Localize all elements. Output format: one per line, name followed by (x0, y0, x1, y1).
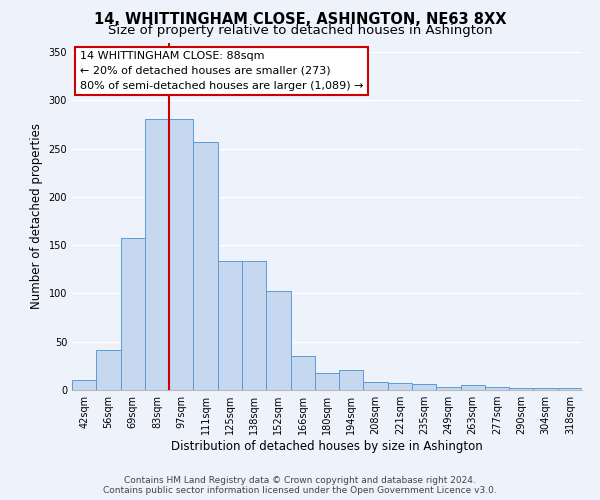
Bar (169, 119, 193, 390)
Bar (412, 384, 436, 390)
Bar (315, 372, 339, 390)
Text: Contains HM Land Registry data © Crown copyright and database right 2024.: Contains HM Land Registry data © Crown c… (124, 476, 476, 485)
Bar (242, 260, 266, 390)
Text: 14 WHITTINGHAM CLOSE: 88sqm
← 20% of detached houses are smaller (273)
80% of se: 14 WHITTINGHAM CLOSE: 88sqm ← 20% of det… (80, 51, 363, 91)
Bar (290, 356, 315, 390)
Bar (339, 370, 364, 390)
Bar (533, 388, 558, 390)
Bar (485, 387, 509, 390)
Bar (436, 387, 461, 390)
X-axis label: Distribution of detached houses by size in Ashington: Distribution of detached houses by size … (171, 440, 483, 453)
Bar (558, 388, 582, 390)
Bar (388, 383, 412, 390)
Bar (193, 142, 218, 390)
Bar (121, 238, 145, 390)
Bar (96, 350, 121, 390)
Bar (145, 119, 169, 390)
Bar (72, 380, 96, 390)
Text: Contains public sector information licensed under the Open Government Licence v3: Contains public sector information licen… (103, 486, 497, 495)
Bar (509, 388, 533, 390)
Bar (266, 290, 290, 390)
Bar (218, 260, 242, 390)
Bar (364, 382, 388, 390)
Text: Size of property relative to detached houses in Ashington: Size of property relative to detached ho… (107, 24, 493, 37)
Y-axis label: Number of detached properties: Number of detached properties (30, 123, 43, 309)
Bar (461, 385, 485, 390)
Text: 14, WHITTINGHAM CLOSE, ASHINGTON, NE63 8XX: 14, WHITTINGHAM CLOSE, ASHINGTON, NE63 8… (94, 12, 506, 28)
